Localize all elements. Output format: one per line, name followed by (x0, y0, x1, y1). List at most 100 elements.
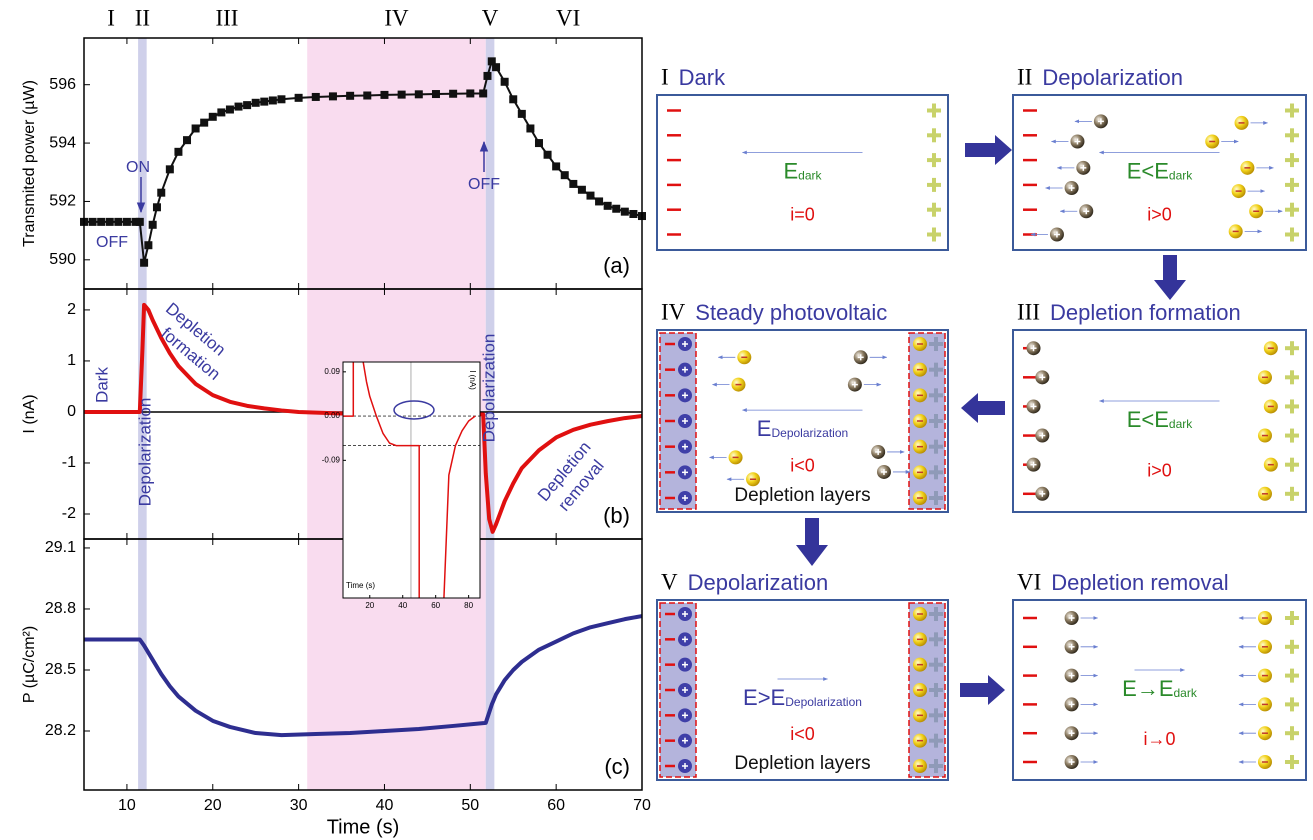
y-tick-label: 28.8 (45, 600, 76, 617)
y-tick-label: 0.00 (324, 411, 340, 420)
panel-title: Depolarization (688, 570, 829, 595)
y-tick-label: 596 (49, 76, 76, 93)
panel-title: Depolarization (1042, 65, 1183, 90)
field-symbol: E<E (1127, 158, 1169, 183)
panel-box (1012, 329, 1307, 513)
field-subscript: dark (1169, 417, 1193, 431)
panel-numeral: IV (661, 299, 686, 324)
data-point (560, 171, 569, 180)
data-point (620, 207, 629, 216)
phase-band (138, 38, 147, 790)
data-point (449, 89, 458, 98)
panel-label: (c) (604, 754, 630, 779)
annotation-text: Dark (92, 367, 111, 403)
data-point (526, 124, 535, 133)
y-tick-label: 594 (49, 134, 76, 151)
field-label: E<Edark (1127, 407, 1194, 432)
data-point (577, 185, 586, 194)
y-tick-label: 1 (67, 352, 76, 369)
panel-title: Depletion formation (1050, 300, 1241, 325)
annotation-text: OFF (468, 176, 500, 193)
data-point (135, 217, 144, 226)
data-point (144, 241, 153, 250)
data-point (191, 124, 200, 133)
data-point (492, 63, 501, 72)
y-axis-label: I (nA) (21, 394, 38, 433)
panel-box (656, 329, 949, 513)
annotation: Depolarization (479, 334, 498, 443)
data-point (517, 109, 526, 118)
field-subscript: Depolarization (771, 426, 848, 440)
field-subscript: dark (1174, 686, 1198, 700)
panel-label: (b) (603, 503, 630, 528)
data-point (552, 162, 561, 171)
panel-numeral: II (1017, 64, 1032, 89)
data-point (612, 204, 621, 213)
data-point (346, 91, 355, 100)
panel-box (656, 94, 949, 251)
current-label: i=0 (790, 205, 815, 225)
current-label: i→0 (1143, 729, 1175, 749)
annotation: Depolarization (135, 398, 154, 507)
y-tick-label: 590 (49, 251, 76, 268)
field-subscript: Depolarization (785, 695, 862, 709)
data-point (397, 90, 406, 99)
data-point (603, 201, 612, 210)
data-point (500, 77, 509, 86)
data-point (131, 217, 140, 226)
flow-arrow (960, 675, 1005, 705)
data-point (543, 150, 552, 159)
data-point (114, 217, 123, 226)
flow-arrow (961, 393, 1005, 423)
data-point (431, 90, 440, 99)
data-point (595, 197, 604, 206)
flow-arrow (1154, 255, 1186, 300)
field-label: Edark (783, 158, 822, 183)
data-point (311, 92, 320, 101)
phase-label: VI (556, 5, 580, 30)
x-tick-label: 40 (398, 601, 407, 610)
inset-background (343, 362, 480, 598)
data-point (479, 89, 488, 98)
data-point (466, 89, 475, 98)
annotation-text: Depolarization (479, 334, 498, 443)
data-point (208, 112, 217, 121)
data-point (268, 96, 277, 105)
y-tick-label: 0.09 (324, 367, 340, 376)
data-point (509, 95, 518, 104)
x-tick-label: 20 (365, 601, 374, 610)
phase-band (485, 38, 495, 790)
data-point (140, 258, 149, 267)
panel-numeral: III (1017, 299, 1040, 324)
field-subscript: dark (798, 169, 822, 183)
field-symbol: E>E (743, 685, 785, 710)
x-tick-label: 40 (376, 797, 394, 814)
panel-title: Steady photovoltaic (695, 300, 887, 325)
data-point (629, 209, 638, 218)
phase-label: IV (384, 5, 409, 30)
x-tick-label: 60 (547, 797, 565, 814)
annotation-text: OFF (96, 234, 128, 251)
annotation: OFF (468, 176, 500, 193)
data-point (277, 95, 286, 104)
data-point (234, 102, 243, 111)
data-point (328, 92, 337, 101)
annotation: OFF (96, 234, 128, 251)
x-tick-label: 70 (633, 797, 651, 814)
plot-frame (342, 361, 481, 599)
current-label: i>0 (1147, 205, 1172, 225)
field-label: E→Edark (1122, 676, 1198, 701)
data-point (157, 188, 166, 197)
panel-box (1012, 599, 1307, 781)
y-tick-label: 592 (49, 193, 76, 210)
layers-label: Depletion layers (734, 485, 870, 506)
x-tick-label: 80 (464, 601, 473, 610)
data-point (97, 217, 106, 226)
data-point (217, 108, 226, 117)
flow-arrow (965, 135, 1012, 165)
current-label: i>0 (1147, 461, 1172, 481)
